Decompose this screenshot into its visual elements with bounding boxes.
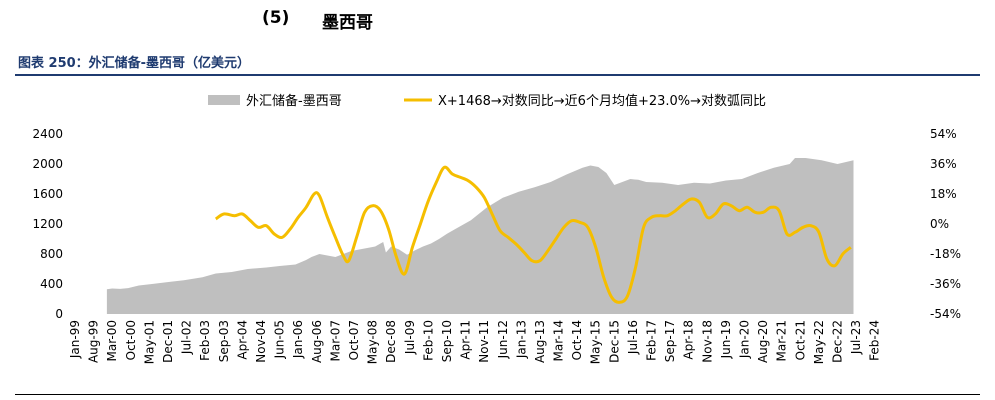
bottom-rule (15, 394, 980, 395)
x-tick-label: Sep-17 (663, 320, 677, 362)
x-tick-label: Mar-00 (105, 320, 119, 361)
right-tick-label: -18% (930, 247, 961, 261)
area-series-layer (106, 158, 854, 314)
section-heading: (5) 墨西哥 (0, 8, 995, 33)
x-tick-label: Jul-09 (403, 320, 417, 355)
left-tick-label: 1200 (32, 217, 63, 231)
x-tick-label: May-01 (142, 320, 156, 364)
right-tick-label: 54% (930, 127, 957, 141)
right-tick-label: 36% (930, 157, 957, 171)
left-tick-label: 1600 (32, 187, 63, 201)
x-tick-label: Jul-16 (626, 320, 640, 355)
x-tick-label: Dec-22 (831, 320, 845, 363)
legend-label-reserves: 外汇储备-墨西哥 (246, 93, 342, 109)
line-series-layer (214, 165, 852, 304)
x-tick-label: May-15 (589, 320, 603, 364)
legend: 外汇储备-墨西哥 X+1468→对数同比→近6个月均值+23.0%→对数弧同比 (208, 93, 766, 109)
x-tick-label: May-22 (812, 320, 826, 364)
x-tick-label: Feb-03 (198, 320, 212, 361)
section-number: (5) (262, 8, 290, 28)
x-tick-label: Oct-00 (124, 320, 138, 360)
x-tick-label: Aug-06 (310, 320, 324, 363)
x-tick-label: Jan-99 (68, 320, 82, 359)
x-tick-label: Jan-06 (291, 320, 305, 359)
x-tick-label: Mar-14 (552, 320, 566, 361)
x-tick-label: Jun-05 (273, 320, 287, 359)
left-tick-label: 400 (40, 277, 63, 291)
left-tick-label: 2400 (32, 127, 63, 141)
left-tick-label: 800 (40, 247, 63, 261)
section-title: 墨西哥 (322, 13, 373, 33)
x-tick-label: Feb-10 (421, 320, 435, 361)
x-tick-label: Jun-12 (496, 320, 510, 359)
x-tick-label: Aug-99 (87, 320, 101, 363)
x-tick-label: Nov-18 (700, 320, 714, 363)
x-tick-label: Nov-11 (477, 320, 491, 363)
figure-title: 图表 250：外汇储备-墨西哥（亿美元） (18, 56, 251, 71)
x-tick-label: Mar-21 (775, 320, 789, 361)
left-tick-label: 0 (55, 307, 63, 321)
x-tick-label: Oct-14 (570, 320, 584, 360)
x-tick-label: Dec-08 (384, 320, 398, 363)
x-tick-label: Mar-07 (328, 320, 342, 361)
right-tick-label: 18% (930, 187, 957, 201)
x-tick-label: Jan-20 (738, 320, 752, 359)
x-tick-label: Oct-07 (347, 320, 361, 360)
x-tick-label: Jul-02 (180, 320, 194, 355)
left-axis-ticks: 2400 2000 1600 1200 800 400 0 (32, 127, 63, 321)
x-tick-label: Apr-18 (682, 320, 696, 360)
x-tick-label: Aug-13 (533, 320, 547, 363)
x-tick-label: Apr-11 (459, 320, 473, 360)
x-tick-label: Dec-01 (161, 320, 175, 363)
reserves-area (106, 158, 854, 314)
x-tick-label: Jul-23 (849, 320, 863, 355)
x-tick-label: Feb-17 (645, 320, 659, 361)
x-tick-label: Jan-13 (514, 320, 528, 359)
x-tick-label: Sep-03 (217, 320, 231, 362)
x-tick-label: Nov-04 (254, 320, 268, 363)
x-tick-label: Apr-04 (235, 320, 249, 360)
x-tick-label: May-08 (366, 320, 380, 364)
x-tick-label: Sep-10 (440, 320, 454, 362)
x-tick-label: Oct-21 (793, 320, 807, 360)
x-tick-label: Jun-19 (719, 320, 733, 359)
legend-label-indicator: X+1468→对数同比→近6个月均值+23.0%→对数弧同比 (438, 93, 766, 109)
right-tick-label: 0% (930, 217, 949, 231)
indicator-line (214, 165, 852, 304)
x-tick-label: Aug-20 (756, 320, 770, 363)
title-rule (15, 74, 980, 76)
x-tick-label: Dec-15 (607, 320, 621, 363)
x-tick-label: Feb-24 (868, 320, 882, 361)
right-tick-label: -54% (930, 307, 961, 321)
right-axis-ticks: 54% 36% 18% 0% -18% -36% -54% (930, 127, 961, 321)
x-axis-ticks: Jan-99 Aug-99 Mar-00 Oct-00 May-01 Dec-01 Jul-… (68, 320, 882, 364)
left-tick-label: 2000 (32, 157, 63, 171)
chart-area: 外汇储备-墨西哥 X+1468→对数同比→近6个月均值+23.0%→对数弧同比 … (32, 93, 961, 364)
right-tick-label: -36% (930, 277, 961, 291)
legend-swatch-reserves (208, 95, 240, 105)
